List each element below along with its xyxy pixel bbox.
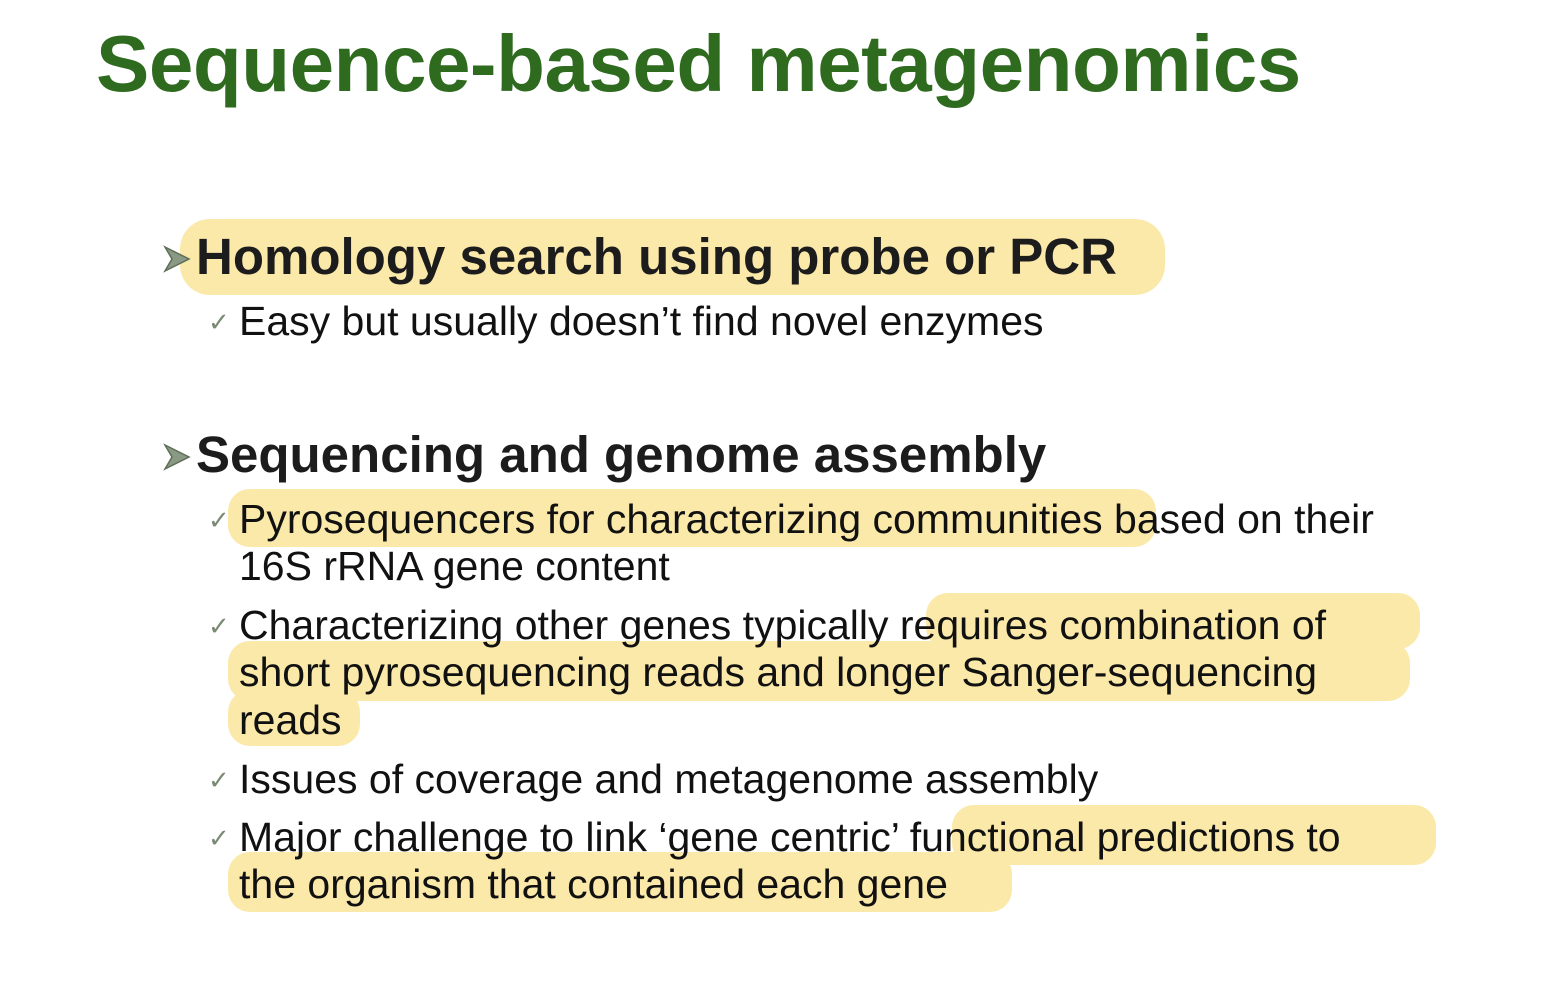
section-heading: Homology search using probe or PCR [196, 228, 1117, 285]
bullet-text: reads [239, 697, 342, 743]
checkmark-bullet-icon: ✓ [208, 308, 230, 338]
highlight-mark [952, 805, 1436, 865]
arrowhead-bullet-icon [163, 443, 191, 471]
bullet-text: Pyrosequencers for characterizing commun… [239, 496, 1374, 542]
bullet-text: Major challenge to link ‘gene centric’ f… [239, 814, 1341, 860]
highlight-mark [228, 690, 360, 746]
section-heading: Sequencing and genome assembly [196, 426, 1047, 483]
highlight-mark [926, 593, 1420, 649]
highlight-mark [228, 641, 1410, 701]
checkmark-bullet-icon: ✓ [208, 766, 230, 796]
arrowhead-bullet-icon [163, 245, 191, 273]
bullet-text: the organism that contained each gene [239, 861, 948, 907]
slide-title: Sequence-based metagenomics [96, 19, 1301, 108]
highlight-mark [228, 852, 1012, 912]
bullet-text: Issues of coverage and metagenome assemb… [239, 756, 1099, 802]
checkmark-bullet-icon: ✓ [208, 612, 230, 642]
checkmark-bullet-icon: ✓ [208, 506, 230, 536]
bullet-text: Characterizing other genes typically req… [239, 602, 1327, 648]
bullet-text: Easy but usually doesn’t find novel enzy… [239, 298, 1044, 344]
bullet-text: 16S rRNA gene content [239, 543, 670, 589]
highlight-mark [180, 219, 1165, 295]
checkmark-bullet-icon: ✓ [208, 824, 230, 854]
bullet-text: short pyrosequencing reads and longer Sa… [239, 649, 1318, 695]
highlight-mark [228, 489, 1156, 547]
